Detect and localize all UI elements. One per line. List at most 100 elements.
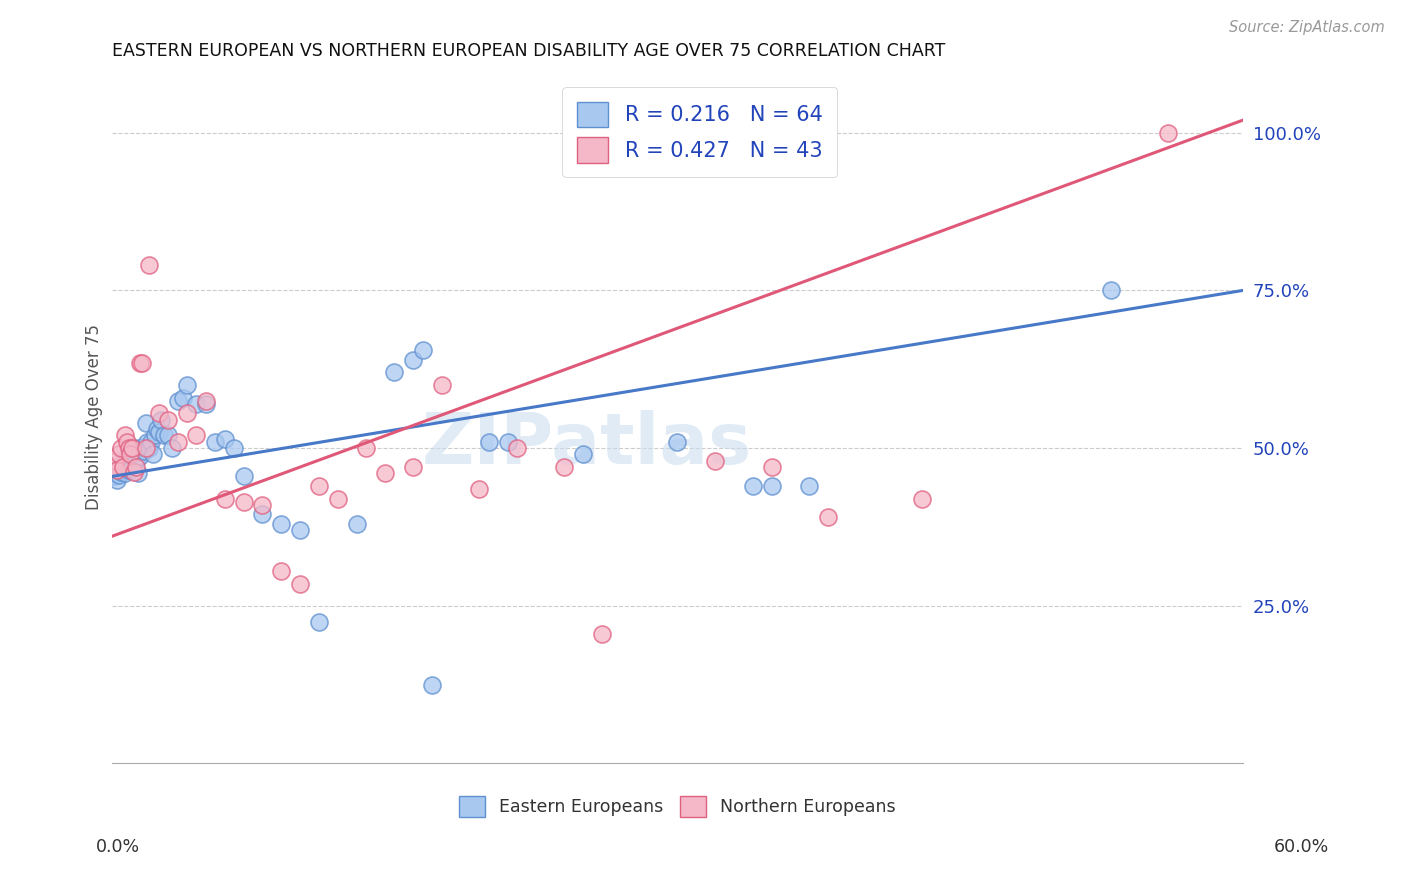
Point bbox=[204, 434, 226, 449]
Point bbox=[115, 450, 138, 465]
Point bbox=[125, 460, 148, 475]
Point bbox=[704, 453, 727, 467]
Point bbox=[911, 491, 934, 506]
Point bbox=[108, 467, 131, 482]
Point bbox=[135, 441, 157, 455]
Point bbox=[799, 479, 821, 493]
Point bbox=[110, 441, 132, 455]
Point bbox=[141, 434, 163, 449]
Point bbox=[115, 434, 138, 449]
Point bbox=[186, 428, 208, 442]
Point bbox=[374, 467, 396, 481]
Point bbox=[104, 467, 127, 481]
Point bbox=[214, 432, 236, 446]
Point bbox=[120, 463, 142, 477]
Point bbox=[384, 366, 406, 380]
Point bbox=[121, 441, 143, 455]
Point bbox=[143, 428, 166, 442]
Point bbox=[346, 516, 368, 531]
Point bbox=[153, 428, 176, 442]
Text: EASTERN EUROPEAN VS NORTHERN EUROPEAN DISABILITY AGE OVER 75 CORRELATION CHART: EASTERN EUROPEAN VS NORTHERN EUROPEAN DI… bbox=[111, 42, 945, 60]
Text: 60.0%: 60.0% bbox=[1274, 838, 1329, 855]
Point bbox=[308, 479, 330, 493]
Y-axis label: Disability Age Over 75: Disability Age Over 75 bbox=[86, 324, 103, 509]
Point bbox=[252, 498, 274, 512]
Point bbox=[142, 447, 165, 461]
Point bbox=[430, 378, 453, 392]
Point bbox=[468, 482, 491, 496]
Point bbox=[166, 434, 188, 449]
Point bbox=[224, 441, 246, 455]
Point bbox=[111, 460, 134, 475]
Point bbox=[108, 447, 131, 461]
Point bbox=[270, 564, 292, 578]
Point bbox=[1099, 284, 1122, 298]
Point bbox=[148, 425, 170, 440]
Point bbox=[136, 434, 159, 449]
Point bbox=[108, 460, 131, 475]
Point bbox=[666, 434, 689, 449]
Point bbox=[117, 441, 139, 455]
Point bbox=[402, 460, 425, 475]
Point bbox=[121, 440, 143, 454]
Point bbox=[104, 453, 127, 467]
Point bbox=[326, 491, 349, 506]
Point bbox=[478, 434, 501, 449]
Point bbox=[129, 356, 152, 370]
Point bbox=[117, 463, 139, 477]
Point bbox=[114, 455, 136, 469]
Point bbox=[105, 463, 128, 477]
Point bbox=[117, 453, 139, 467]
Point bbox=[120, 447, 142, 461]
Point bbox=[176, 378, 198, 392]
Point bbox=[761, 460, 783, 475]
Text: ZIPatlas: ZIPatlas bbox=[422, 409, 752, 479]
Point bbox=[148, 406, 170, 420]
Point bbox=[114, 467, 136, 481]
Point bbox=[290, 523, 312, 537]
Point bbox=[402, 352, 425, 367]
Point bbox=[214, 491, 236, 506]
Point bbox=[105, 473, 128, 487]
Point bbox=[186, 397, 208, 411]
Point bbox=[157, 428, 180, 442]
Point bbox=[194, 397, 217, 411]
Point bbox=[761, 479, 783, 493]
Point bbox=[115, 460, 138, 475]
Point bbox=[110, 457, 132, 471]
Point bbox=[166, 393, 188, 408]
Point bbox=[103, 460, 125, 475]
Point bbox=[496, 434, 519, 449]
Point bbox=[572, 447, 595, 461]
Point bbox=[354, 441, 377, 455]
Point bbox=[232, 494, 254, 508]
Point bbox=[125, 453, 148, 467]
Point bbox=[108, 460, 131, 475]
Legend: Eastern Europeans, Northern Europeans: Eastern Europeans, Northern Europeans bbox=[451, 789, 903, 824]
Point bbox=[110, 465, 132, 479]
Point bbox=[103, 469, 125, 483]
Point bbox=[146, 422, 169, 436]
Point bbox=[553, 460, 575, 475]
Point bbox=[131, 356, 153, 370]
Point bbox=[129, 449, 152, 463]
Text: Source: ZipAtlas.com: Source: ZipAtlas.com bbox=[1229, 20, 1385, 35]
Point bbox=[420, 678, 443, 692]
Point bbox=[817, 510, 839, 524]
Point bbox=[270, 516, 292, 531]
Point bbox=[412, 343, 434, 358]
Text: 0.0%: 0.0% bbox=[96, 838, 139, 855]
Point bbox=[172, 391, 194, 405]
Point bbox=[252, 508, 274, 522]
Point bbox=[114, 428, 136, 442]
Point bbox=[157, 413, 180, 427]
Point bbox=[1156, 126, 1178, 140]
Point bbox=[160, 441, 183, 455]
Point bbox=[120, 447, 142, 461]
Point bbox=[138, 258, 160, 272]
Point bbox=[111, 453, 134, 467]
Point bbox=[741, 479, 763, 493]
Point bbox=[105, 463, 128, 477]
Point bbox=[132, 444, 155, 458]
Point bbox=[308, 615, 330, 629]
